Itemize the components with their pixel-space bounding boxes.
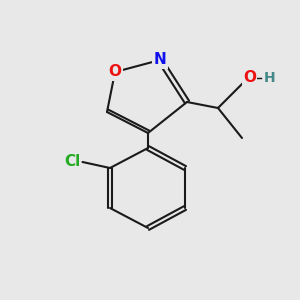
Text: N: N — [154, 52, 166, 68]
Text: H: H — [264, 71, 275, 85]
Text: O: O — [243, 70, 256, 86]
Text: O: O — [109, 64, 122, 80]
Text: Cl: Cl — [64, 154, 80, 169]
